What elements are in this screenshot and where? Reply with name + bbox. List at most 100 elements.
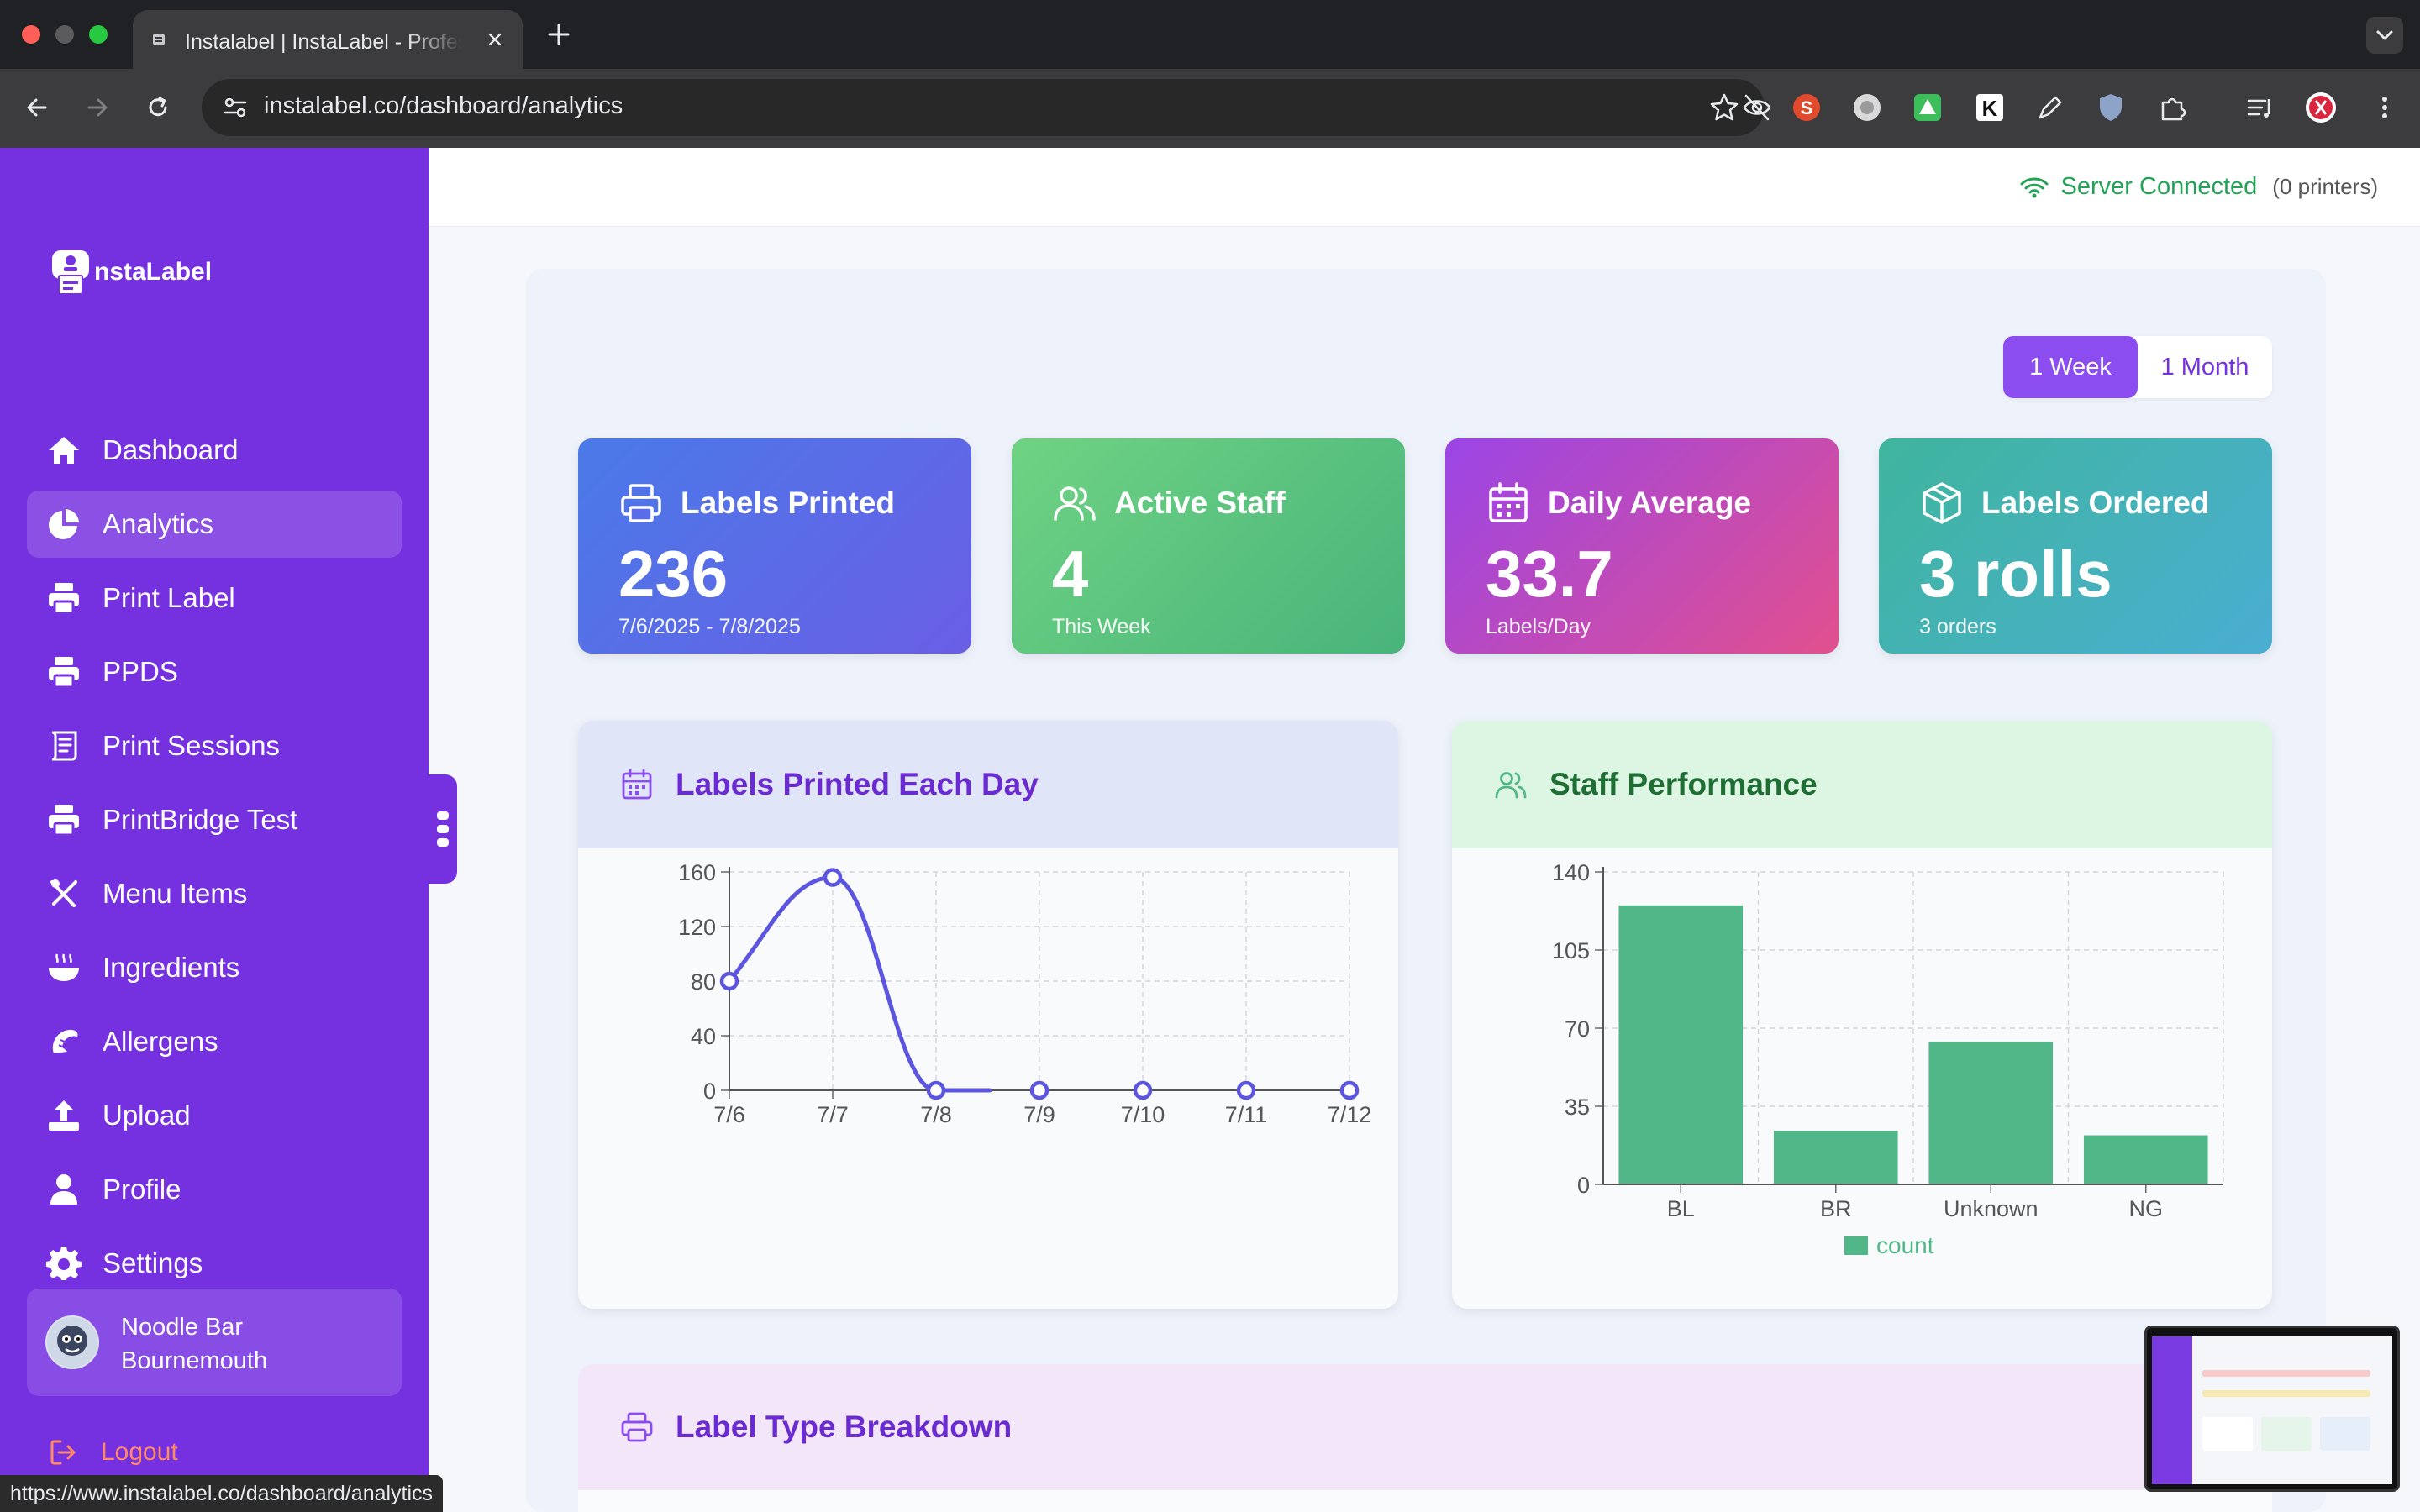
extensions-puzzle-icon[interactable] bbox=[2156, 91, 2190, 124]
site-settings-icon[interactable] bbox=[220, 92, 250, 123]
svg-text:S: S bbox=[1801, 97, 1813, 118]
gear-icon bbox=[46, 1247, 82, 1280]
range-week-button[interactable]: 1 Week bbox=[2003, 336, 2138, 398]
sidebar-item-analytics[interactable]: Analytics bbox=[27, 491, 402, 558]
sidebar-item-upload[interactable]: Upload bbox=[27, 1082, 402, 1149]
preview-screen bbox=[2152, 1336, 2392, 1484]
user-name-line2: Bournemouth bbox=[121, 1347, 268, 1374]
label-type-breakdown-card: Label Type Breakdown bbox=[578, 1364, 2272, 1512]
browser-menu-icon[interactable] bbox=[2368, 91, 2402, 124]
shrimp-icon bbox=[52, 1029, 78, 1053]
drag-handle-icon bbox=[437, 811, 449, 847]
profile-avatar-icon[interactable] bbox=[2304, 91, 2338, 124]
card-header: Label Type Breakdown bbox=[578, 1364, 2272, 1490]
address-bar[interactable] bbox=[202, 79, 1771, 136]
users-icon bbox=[1054, 486, 1096, 521]
x-tick-label: 7/10 bbox=[1121, 1102, 1165, 1127]
y-tick-label: 140 bbox=[1552, 860, 1590, 885]
logout-button[interactable]: Logout bbox=[47, 1436, 178, 1468]
legend-swatch bbox=[1844, 1236, 1868, 1255]
bookmark-star-icon[interactable] bbox=[1707, 91, 1741, 124]
stat-value: 3 rolls bbox=[1919, 537, 2112, 611]
series-line bbox=[727, 874, 992, 1093]
user-name: Noodle Bar Bournemouth bbox=[121, 1310, 373, 1378]
tab-close-icon[interactable] bbox=[484, 29, 506, 50]
extension-circle-icon[interactable] bbox=[1850, 91, 1884, 124]
sidebar-item-print-sessions[interactable]: Print Sessions bbox=[27, 712, 402, 780]
data-point bbox=[1236, 1080, 1256, 1100]
preview-card bbox=[2261, 1417, 2312, 1451]
user-icon bbox=[50, 1174, 77, 1205]
pot-icon bbox=[49, 953, 79, 981]
tab-title: Instalabel | InstaLabel - Professional L… bbox=[185, 30, 462, 54]
printer-icon bbox=[49, 805, 79, 837]
y-tick-label: 160 bbox=[678, 860, 716, 885]
back-icon[interactable] bbox=[20, 91, 54, 124]
card-header: Staff Performance bbox=[1452, 721, 2272, 848]
extension-pen-icon[interactable] bbox=[2033, 91, 2067, 124]
sidebar-item-label: Upload bbox=[103, 1100, 191, 1131]
stat-value: 236 bbox=[618, 537, 729, 611]
data-point bbox=[926, 1080, 946, 1100]
y-tick-label: 40 bbox=[691, 1024, 716, 1049]
preview-card bbox=[2320, 1417, 2370, 1451]
server-status-text: Server Connected bbox=[2060, 173, 2258, 200]
sidebar-item-label: Profile bbox=[103, 1173, 182, 1205]
sidebar-item-print-label[interactable]: Print Label bbox=[27, 564, 402, 632]
range-month-button[interactable]: 1 Month bbox=[2138, 336, 2272, 398]
forward-icon[interactable] bbox=[81, 91, 114, 124]
new-tab-icon[interactable] bbox=[543, 18, 575, 50]
extension-k-icon[interactable]: K bbox=[1973, 91, 2007, 124]
stat-title: Labels Ordered bbox=[1981, 486, 2210, 520]
window-close-button[interactable] bbox=[22, 25, 40, 44]
bar bbox=[2083, 1135, 2208, 1184]
sidebar-item-profile[interactable]: Profile bbox=[27, 1156, 402, 1223]
upload-icon bbox=[49, 1100, 79, 1131]
reload-icon[interactable] bbox=[141, 91, 175, 124]
sidebar-item-label: Settings bbox=[103, 1247, 203, 1278]
favicon-icon bbox=[153, 34, 165, 45]
bar bbox=[1618, 905, 1744, 1184]
bar-chart: 0 35 70 105 140 BL BR Unknown NG count bbox=[1552, 860, 2224, 1258]
preview-row bbox=[2202, 1370, 2370, 1377]
extension-shield-icon[interactable] bbox=[2094, 91, 2128, 124]
sidebar-item-allergens[interactable]: Allergens bbox=[27, 1008, 402, 1075]
app-logo[interactable]: nstaLabel bbox=[47, 247, 212, 297]
sidebar-item-dashboard[interactable]: Dashboard bbox=[27, 417, 402, 484]
extension-green-icon[interactable] bbox=[1911, 91, 1944, 124]
sidebar-item-menu-items[interactable]: Menu Items bbox=[27, 860, 402, 927]
x-tick-label: 7/8 bbox=[920, 1102, 952, 1127]
sidebar-item-ingredients[interactable]: Ingredients bbox=[27, 934, 402, 1001]
x-tick-label: BL bbox=[1667, 1196, 1695, 1221]
preview-sidebar bbox=[2152, 1336, 2192, 1484]
x-tick-label: BR bbox=[1820, 1196, 1852, 1221]
tab-search-button[interactable] bbox=[2366, 17, 2403, 54]
printer-icon bbox=[621, 484, 661, 522]
extension-s-icon[interactable]: S bbox=[1790, 91, 1823, 124]
eye-off-icon[interactable] bbox=[1741, 92, 1773, 123]
browser-tab[interactable]: Instalabel | InstaLabel - Professional L… bbox=[133, 10, 523, 69]
home-icon bbox=[49, 437, 79, 464]
sidebar-collapse-handle[interactable] bbox=[429, 774, 457, 884]
window-maximize-button[interactable] bbox=[89, 25, 108, 44]
wifi-icon bbox=[2020, 177, 2049, 197]
y-tick-label: 0 bbox=[703, 1079, 716, 1104]
stat-card-active-staff: Active Staff 4 This Week bbox=[1012, 438, 1405, 654]
logo-text: nstaLabel bbox=[94, 258, 213, 286]
sidebar-item-ppds[interactable]: PPDS bbox=[27, 638, 402, 706]
x-tick-label: 7/12 bbox=[1328, 1102, 1372, 1127]
picture-in-picture-preview[interactable] bbox=[2144, 1326, 2400, 1492]
sidebar-item-printbridge-test[interactable]: PrintBridge Test bbox=[27, 786, 402, 853]
user-card[interactable]: Noodle Bar Bournemouth bbox=[27, 1289, 402, 1396]
printer-icon bbox=[49, 657, 79, 689]
printer-icon bbox=[49, 583, 79, 615]
media-controls-icon[interactable] bbox=[2244, 91, 2277, 124]
logout-icon bbox=[50, 1440, 76, 1465]
sidebar-item-settings[interactable]: Settings bbox=[27, 1230, 402, 1297]
stat-card-labels-ordered: Labels Ordered 3 rolls 3 orders bbox=[1879, 438, 2272, 654]
window-minimize-button[interactable] bbox=[55, 25, 74, 44]
bar bbox=[1773, 1131, 1898, 1184]
range-toggle: 1 Week 1 Month bbox=[2003, 336, 2272, 398]
x-tick-label: NG bbox=[2129, 1196, 2164, 1221]
stat-title: Labels Printed bbox=[681, 486, 895, 520]
